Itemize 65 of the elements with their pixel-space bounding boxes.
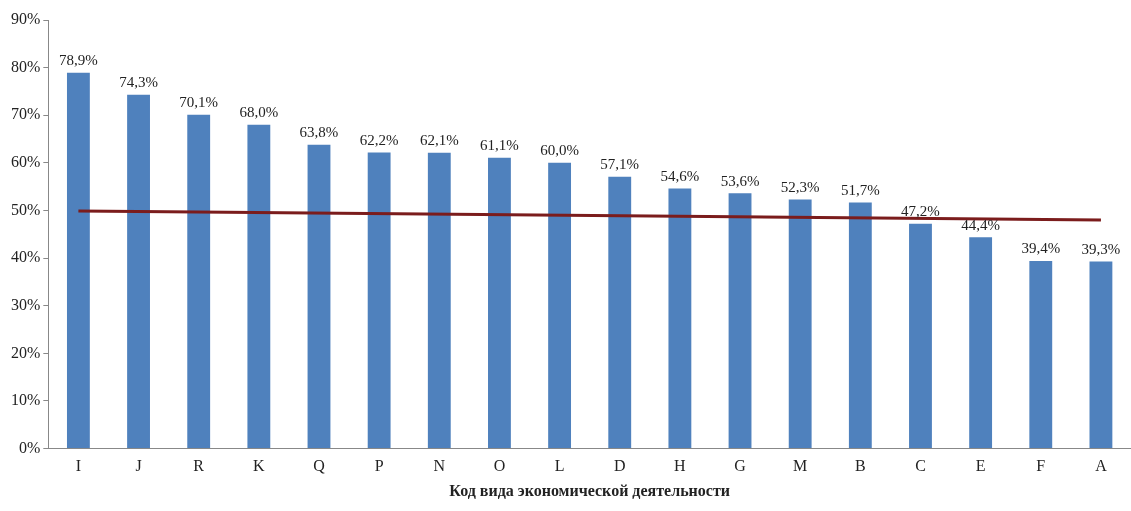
x-tick-label: H: [674, 457, 687, 475]
bar: [788, 199, 812, 449]
data-label: 51,7%: [840, 181, 880, 198]
y-tick-label: 70%: [11, 105, 41, 123]
y-tick-label: 40%: [11, 248, 41, 266]
data-label: 53,6%: [720, 172, 760, 189]
data-label: 54,6%: [660, 168, 700, 185]
data-label: 62,2%: [359, 131, 399, 148]
x-tick-label: I: [75, 457, 82, 475]
bar: [1089, 261, 1113, 449]
bar: [969, 237, 993, 449]
bar: [367, 152, 391, 449]
data-label: 78,9%: [59, 52, 98, 69]
data-label: 39,4%: [1021, 240, 1061, 257]
bar: [127, 94, 150, 449]
data-label: 39,3%: [1081, 240, 1121, 257]
bar: [668, 188, 692, 449]
x-tick-label: J: [135, 457, 142, 475]
x-tick-label: G: [734, 457, 747, 475]
data-label: 68,0%: [239, 104, 279, 121]
data-label: 47,2%: [901, 203, 940, 220]
bar: [848, 202, 872, 449]
x-tick-label: O: [493, 457, 506, 475]
x-tick-label: N: [433, 457, 446, 475]
bar: [909, 223, 932, 449]
x-tick-label: C: [915, 457, 926, 475]
y-tick-label: 10%: [11, 391, 41, 409]
bar: [187, 114, 211, 449]
data-label: 44,4%: [961, 216, 1000, 233]
x-tick-label: B: [855, 457, 866, 475]
x-tick-label: A: [1095, 457, 1108, 475]
bar: [548, 162, 572, 449]
y-tick-label: 80%: [11, 57, 41, 75]
data-label: 57,1%: [600, 156, 640, 173]
x-tick-label: F: [1036, 457, 1046, 475]
bar: [728, 193, 752, 449]
bar: [247, 124, 271, 449]
x-tick-label: M: [793, 457, 808, 475]
data-label: 63,8%: [299, 124, 339, 141]
y-tick-label: 20%: [11, 343, 41, 361]
data-label: 70,1%: [179, 94, 219, 111]
bar: [488, 157, 511, 449]
data-label: 61,1%: [480, 137, 519, 154]
x-tick-label: P: [374, 457, 384, 475]
x-tick-label: K: [253, 457, 266, 475]
bar: [427, 152, 451, 449]
bar: [608, 176, 632, 449]
x-tick-label: E: [975, 457, 986, 475]
y-tick-label: 50%: [11, 200, 41, 218]
y-tick-label: 90%: [11, 10, 41, 28]
bar: [66, 72, 90, 449]
x-axis-title: Код вида экономической деятельности: [449, 481, 730, 499]
y-tick-label: 0%: [19, 438, 41, 456]
x-tick-label: R: [193, 457, 205, 475]
x-tick-label: L: [554, 457, 565, 475]
y-tick-label: 60%: [11, 153, 41, 171]
data-label: 60,0%: [540, 142, 579, 159]
x-tick-label: D: [613, 457, 626, 475]
bar: [1029, 260, 1053, 449]
y-tick-label: 30%: [11, 295, 41, 313]
data-label: 62,1%: [419, 132, 459, 149]
data-label: 52,3%: [780, 178, 820, 195]
x-tick-label: Q: [313, 457, 326, 475]
data-label: 74,3%: [119, 74, 158, 91]
bar: [307, 144, 331, 449]
